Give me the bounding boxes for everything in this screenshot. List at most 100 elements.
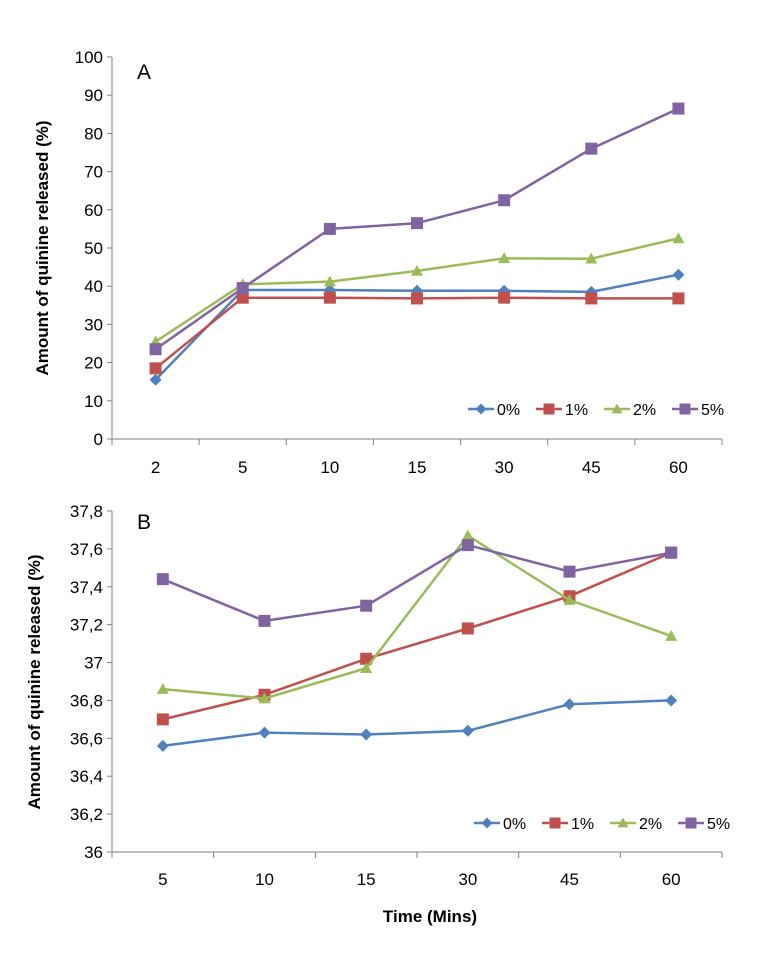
data-point xyxy=(156,713,169,726)
legend-label: 0% xyxy=(503,816,526,833)
data-point xyxy=(411,217,423,230)
legend-marker xyxy=(679,403,691,415)
y-tick-label: 0 xyxy=(94,430,103,449)
axes: 0 10 20 30 40 50 60 70 80 90 100 2 5 10 15 30 45 60 xyxy=(75,48,723,477)
data-point xyxy=(672,268,685,281)
legend: 0% 1% 2% 5% xyxy=(468,402,724,419)
series-line xyxy=(162,543,672,623)
data-point xyxy=(672,232,685,244)
legend-label: 2% xyxy=(639,816,662,833)
x-tick-label: 45 xyxy=(560,870,579,889)
y-tick-label: 30 xyxy=(84,315,103,334)
data-point xyxy=(585,252,598,264)
data-point xyxy=(665,694,678,707)
y-tick-label: 40 xyxy=(84,277,103,296)
chart-panel-a: A Amount of quinine released (%) 0 10 20 30… xyxy=(33,48,724,477)
y-tick-label: 36,8 xyxy=(70,691,103,710)
data-point xyxy=(585,142,598,155)
y-axis-title: Amount of quinine released (%) xyxy=(33,120,52,375)
legend-marker xyxy=(611,403,623,414)
y-tick-label: 90 xyxy=(84,86,103,105)
axes: 36 36,2 36,4 36,6 36,8 37 37,2 37,4 37,6 37,8 5 10 1… xyxy=(70,502,723,889)
y-tick-label: 10 xyxy=(84,392,103,411)
data-point xyxy=(360,728,373,741)
data-point xyxy=(149,362,162,375)
x-tick-label: 45 xyxy=(582,458,601,477)
y-tick-label: 37 xyxy=(84,654,103,673)
data-point xyxy=(236,291,249,304)
series-line xyxy=(162,534,672,700)
y-tick-label: 37,8 xyxy=(70,502,103,521)
data-point xyxy=(323,222,336,235)
data-point xyxy=(149,343,162,356)
legend-marker xyxy=(543,403,555,415)
data-point xyxy=(498,291,511,304)
data-point xyxy=(665,546,678,559)
data-point xyxy=(563,594,576,605)
x-tick-label: 2 xyxy=(151,458,160,477)
series-layer xyxy=(149,102,685,386)
data-point xyxy=(665,630,678,641)
x-tick-label: 30 xyxy=(495,458,514,477)
x-tick-label: 15 xyxy=(357,870,376,889)
x-tick-label: 5 xyxy=(238,458,247,477)
legend-label: 1% xyxy=(571,816,594,833)
legend-marker xyxy=(617,817,629,828)
series-line xyxy=(162,699,672,748)
data-point xyxy=(258,726,271,739)
data-point xyxy=(360,599,373,612)
data-point xyxy=(461,622,474,635)
data-point xyxy=(156,739,169,752)
data-point xyxy=(323,291,336,304)
data-point xyxy=(498,194,511,207)
y-tick-label: 50 xyxy=(84,239,103,258)
data-point xyxy=(563,698,576,711)
x-tick-label: 60 xyxy=(669,458,688,477)
y-tick-label: 60 xyxy=(84,201,103,220)
y-tick-label: 37,6 xyxy=(70,540,103,559)
legend-marker xyxy=(475,403,487,415)
x-tick-label: 5 xyxy=(158,870,167,889)
x-tick-label: 60 xyxy=(662,870,681,889)
data-point xyxy=(563,565,576,578)
data-point xyxy=(461,724,474,737)
series-line xyxy=(154,296,679,370)
legend-label: 5% xyxy=(707,816,730,833)
legend-marker xyxy=(549,817,561,829)
x-axis-title: Time (Mins) xyxy=(383,907,477,926)
legend-label: 2% xyxy=(633,402,656,419)
x-tick-label: 10 xyxy=(255,870,274,889)
y-tick-label: 70 xyxy=(84,163,103,182)
y-tick-label: 100 xyxy=(75,48,103,67)
data-point xyxy=(156,683,169,694)
data-point xyxy=(360,652,373,665)
x-tick-label: 10 xyxy=(320,458,339,477)
y-tick-label: 36 xyxy=(84,843,103,862)
data-point xyxy=(411,292,423,305)
x-tick-label: 15 xyxy=(408,458,427,477)
legend-marker xyxy=(685,817,697,829)
y-tick-label: 37,2 xyxy=(70,616,103,635)
y-tick-label: 36,4 xyxy=(70,767,103,786)
panel-label: B xyxy=(137,511,151,534)
legend: 0% 1% 2% 5% xyxy=(474,816,730,833)
y-tick-label: 36,2 xyxy=(70,805,103,824)
y-tick-label: 36,6 xyxy=(70,729,103,748)
data-point xyxy=(149,373,162,386)
data-point xyxy=(672,102,685,115)
data-point xyxy=(360,662,373,674)
chart-panel-b: B Amount of quinine released (%) Time (M… xyxy=(25,502,730,926)
legend-label: 1% xyxy=(565,402,588,419)
data-point xyxy=(258,614,271,627)
data-point xyxy=(258,692,271,704)
legend-label: 0% xyxy=(497,402,520,419)
y-tick-label: 20 xyxy=(84,354,103,373)
y-axis-title: Amount of quinine released (%) xyxy=(25,554,44,809)
data-point xyxy=(461,529,474,541)
x-tick-label: 30 xyxy=(458,870,477,889)
series-layer xyxy=(156,529,678,752)
data-point xyxy=(585,292,598,305)
legend-marker xyxy=(481,817,493,829)
panel-label: A xyxy=(137,61,151,84)
legend-label: 5% xyxy=(701,402,724,419)
